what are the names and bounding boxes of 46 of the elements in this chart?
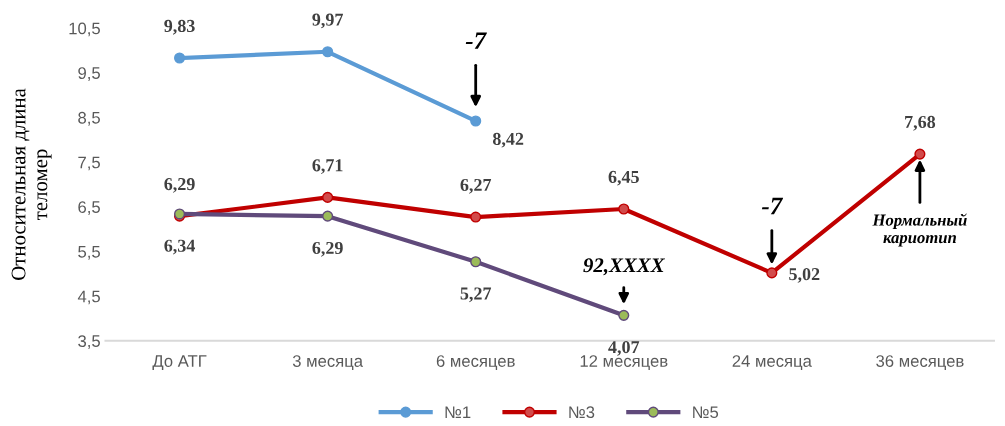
point xyxy=(470,211,482,223)
data-label: 6,29 xyxy=(164,178,195,193)
y-tick-label: 8,5 xyxy=(78,111,100,126)
x-tick-label: 12 месяцев xyxy=(580,355,668,371)
point xyxy=(914,148,926,160)
data-label: 9,97 xyxy=(312,13,343,29)
point xyxy=(174,52,186,64)
point xyxy=(618,203,630,215)
annotation: -7 xyxy=(465,32,487,49)
data-label: 5,27 xyxy=(460,287,492,303)
point xyxy=(322,210,334,222)
y-tick-label: 10,5 xyxy=(69,22,100,37)
y-tick-label: 7,5 xyxy=(78,156,100,171)
data-label: 5,02 xyxy=(789,268,820,283)
y-tick-label: 9,5 xyxy=(78,67,100,81)
x-tick-label: До АТГ xyxy=(152,355,207,371)
legend-label: №1 xyxy=(445,406,471,418)
y-axis-title: Относительная длина теломер xyxy=(11,88,52,280)
data-label: 8,42 xyxy=(492,132,524,148)
x-tick-label: 24 месяца xyxy=(732,355,812,371)
x-tick-label: 36 месяцев xyxy=(876,355,964,371)
legend-label: №3 xyxy=(569,406,595,419)
data-label: 6,29 xyxy=(312,241,343,257)
data-label: 6,34 xyxy=(164,239,196,255)
data-label: 9,83 xyxy=(164,19,195,35)
data-label: 6,71 xyxy=(312,159,343,174)
x-tick-label: 3 месяца xyxy=(292,355,364,371)
y-tick-label: 3,5 xyxy=(78,335,100,349)
point xyxy=(322,191,334,203)
annotation: 92,XXXX xyxy=(583,258,666,276)
point xyxy=(470,115,482,127)
y-tick-label: 4,5 xyxy=(77,290,100,305)
annotation: Нормальный кариотип xyxy=(872,213,967,247)
data-label: 7,68 xyxy=(905,115,936,131)
data-label: 6,27 xyxy=(460,178,492,194)
point xyxy=(766,267,778,279)
point xyxy=(322,46,334,58)
point xyxy=(470,256,482,268)
x-tick-label: 6 месяцев xyxy=(436,355,515,371)
legend-label: №5 xyxy=(693,406,719,419)
data-label: 4,07 xyxy=(608,341,640,356)
point xyxy=(618,309,630,321)
y-tick-label: 5,5 xyxy=(78,246,100,260)
y-tick-label: 6,5 xyxy=(78,201,100,215)
annotation: -7 xyxy=(761,197,784,215)
data-label: 6,45 xyxy=(608,170,639,186)
